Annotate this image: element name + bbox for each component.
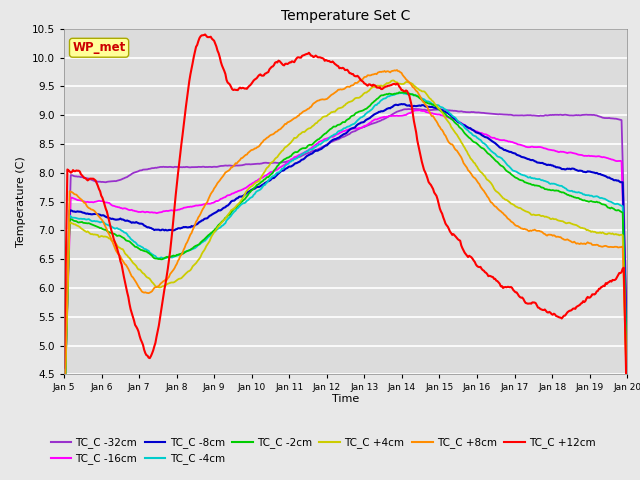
TC_C +12cm [623, 421, 631, 427]
TC_C -32cm [396, 108, 403, 114]
TC_C +8cm [328, 92, 335, 97]
TC_C -8cm [396, 102, 403, 108]
TC_C -4cm [611, 201, 619, 207]
TC_C -16cm [523, 144, 531, 150]
TC_C -8cm [397, 101, 405, 107]
TC_C -2cm [623, 378, 631, 384]
Line: TC_C -4cm: TC_C -4cm [64, 93, 627, 423]
TC_C -4cm [60, 420, 68, 426]
TC_C -4cm [397, 90, 405, 96]
Legend: TC_C -32cm, TC_C -16cm, TC_C -8cm, TC_C -4cm, TC_C -2cm, TC_C +4cm, TC_C +8cm, T: TC_C -32cm, TC_C -16cm, TC_C -8cm, TC_C … [46, 433, 600, 468]
TC_C +12cm [523, 300, 531, 306]
TC_C -32cm [331, 138, 339, 144]
TC_C -2cm [328, 126, 335, 132]
Line: TC_C -8cm: TC_C -8cm [64, 104, 627, 421]
TC_C -32cm [523, 112, 531, 118]
TC_C -16cm [611, 157, 619, 163]
TC_C -8cm [60, 418, 68, 424]
TC_C -16cm [331, 133, 339, 139]
TC_C -2cm [331, 124, 339, 130]
Line: TC_C +8cm: TC_C +8cm [64, 70, 627, 411]
TC_C -16cm [396, 113, 403, 119]
TC_C +12cm [366, 82, 374, 87]
TC_C -32cm [611, 116, 619, 121]
TC_C +12cm [60, 365, 68, 371]
TC_C +4cm [397, 81, 404, 87]
TC_C -16cm [365, 121, 372, 127]
TC_C +4cm [623, 392, 631, 398]
TC_C -2cm [523, 180, 531, 186]
TC_C +8cm [397, 70, 404, 75]
TC_C -32cm [60, 401, 68, 407]
TC_C +4cm [611, 231, 619, 237]
TC_C -4cm [523, 174, 531, 180]
TC_C -8cm [328, 138, 335, 144]
TC_C -32cm [365, 122, 372, 128]
TC_C -8cm [611, 178, 619, 183]
TC_C -8cm [623, 360, 631, 366]
TC_C +8cm [611, 244, 619, 250]
TC_C +8cm [365, 72, 372, 78]
TC_C -8cm [365, 116, 372, 121]
TC_C +12cm [332, 62, 340, 68]
Line: TC_C -2cm: TC_C -2cm [64, 92, 627, 426]
TC_C -16cm [623, 355, 631, 361]
TC_C -2cm [611, 207, 619, 213]
TC_C -2cm [396, 89, 403, 95]
TC_C +4cm [331, 109, 339, 115]
TC_C +12cm [329, 59, 337, 64]
Line: TC_C -16cm: TC_C -16cm [64, 110, 627, 414]
Line: TC_C +4cm: TC_C +4cm [64, 81, 627, 428]
TC_C -4cm [623, 374, 631, 380]
Line: TC_C +12cm: TC_C +12cm [64, 35, 627, 424]
TC_C -16cm [416, 107, 424, 113]
TC_C -4cm [365, 109, 372, 115]
TC_C +4cm [60, 425, 68, 431]
Title: Temperature Set C: Temperature Set C [281, 10, 410, 24]
TC_C -8cm [523, 156, 531, 161]
TC_C +12cm [201, 32, 209, 37]
TC_C -32cm [623, 331, 631, 337]
TC_C +4cm [523, 209, 531, 215]
TC_C -4cm [331, 132, 339, 137]
TC_C +4cm [365, 88, 372, 94]
Text: WP_met: WP_met [72, 41, 125, 54]
TC_C +12cm [611, 277, 619, 283]
TC_C +4cm [390, 78, 397, 84]
X-axis label: Time: Time [332, 394, 359, 404]
TC_C +8cm [331, 90, 339, 96]
TC_C -32cm [328, 139, 335, 144]
TC_C -4cm [396, 90, 403, 96]
TC_C -16cm [60, 411, 68, 417]
Line: TC_C -32cm: TC_C -32cm [64, 109, 627, 404]
TC_C +8cm [393, 67, 401, 73]
TC_C +12cm [397, 85, 404, 91]
TC_C -4cm [328, 133, 335, 139]
TC_C -32cm [409, 106, 417, 112]
TC_C +8cm [623, 399, 631, 405]
TC_C -2cm [365, 104, 372, 109]
TC_C +8cm [60, 408, 68, 414]
TC_C -2cm [397, 90, 404, 96]
TC_C -16cm [328, 134, 335, 140]
TC_C -8cm [331, 136, 339, 142]
Y-axis label: Temperature (C): Temperature (C) [16, 156, 26, 247]
TC_C +8cm [523, 227, 531, 232]
TC_C +4cm [328, 109, 335, 115]
TC_C -2cm [60, 423, 68, 429]
